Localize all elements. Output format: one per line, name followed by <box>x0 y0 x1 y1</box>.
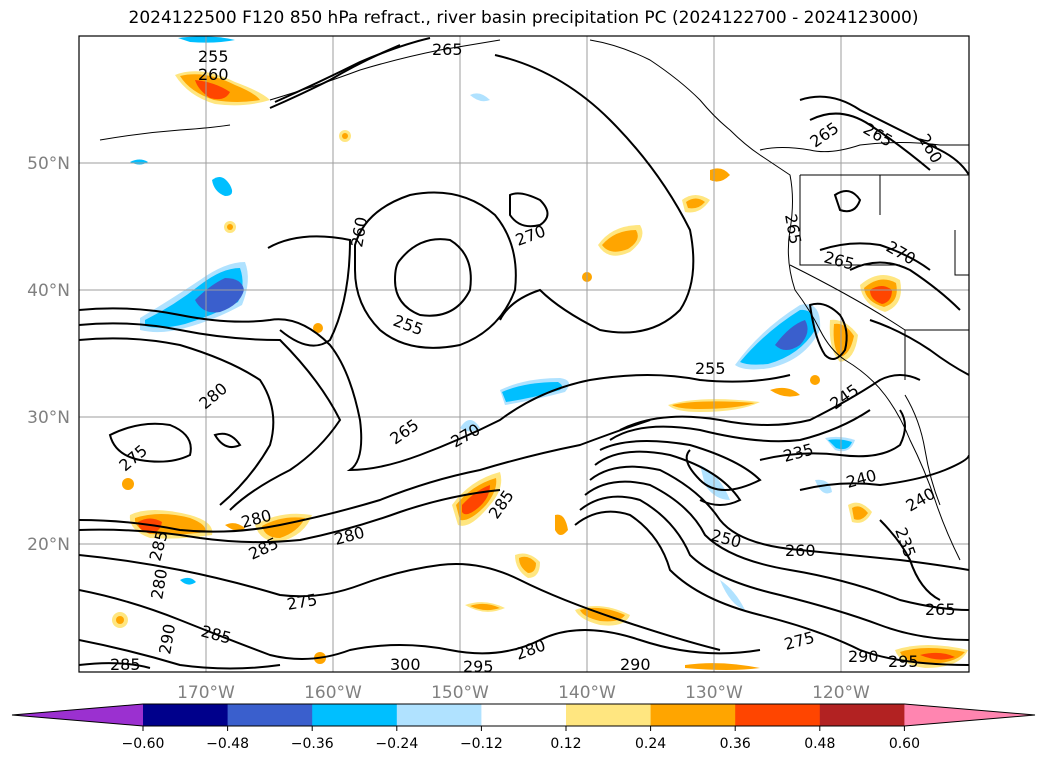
refractivity-contours <box>79 37 969 670</box>
contour-label: 255 <box>695 359 726 378</box>
contour-label: 260 <box>198 65 229 84</box>
colorbar-tick-label: 0.36 <box>720 736 751 752</box>
lon-label: 120°W <box>812 683 870 703</box>
colorbar-tick-label: 0.12 <box>550 736 581 752</box>
contour-label: 265 <box>925 600 956 619</box>
map-area: 255 260 265 265 265 260 270 260 270 255 … <box>79 36 969 676</box>
colorbar-tick-label: −0.24 <box>375 736 418 752</box>
lat-axis: 50°N 40°N 30°N 20°N <box>27 154 70 555</box>
contour-label: 300 <box>390 655 421 674</box>
lon-label: 160°W <box>304 683 362 703</box>
colorbar-tick-label: −0.36 <box>291 736 334 752</box>
colorbar-tick-label: 0.48 <box>804 736 835 752</box>
colorbar-segment <box>12 704 143 726</box>
colorbar-segment <box>819 704 905 726</box>
contour-label: 290 <box>620 655 651 674</box>
contour-label: 295 <box>463 657 494 676</box>
colorbar: −0.60 −0.48 −0.36 −0.24 −0.12 0.12 0.24 0.36 0.4… <box>11 703 1036 752</box>
graticule <box>79 36 969 672</box>
contour-label: 285 <box>110 655 141 674</box>
coastlines <box>99 39 969 561</box>
colorbar-segment <box>566 704 652 726</box>
lon-label: 130°W <box>685 683 743 703</box>
lon-label: 140°W <box>558 683 616 703</box>
contour-label: 295 <box>888 652 919 671</box>
map-title: 2024122500 F120 850 hPa refract., river … <box>128 8 919 28</box>
colorbar-tick-label: 0.24 <box>635 736 666 752</box>
lat-label: 50°N <box>27 154 70 174</box>
lon-label: 150°W <box>431 683 489 703</box>
colorbar-tick-label: 0.60 <box>889 736 920 752</box>
colorbar-tick-label: −0.48 <box>206 736 249 752</box>
colorbar-segment <box>312 704 398 726</box>
contour-label: 290 <box>848 647 879 666</box>
colorbar-segment <box>650 704 736 726</box>
colorbar-tick-label: −0.60 <box>122 736 165 752</box>
colorbar-segment <box>396 704 482 726</box>
map-frame <box>78 35 970 673</box>
contour-label: 260 <box>785 541 816 560</box>
colorbar-tick-label: −0.12 <box>460 736 503 752</box>
colorbar-segment <box>735 704 821 726</box>
lat-label: 40°N <box>27 281 70 301</box>
contour-label: 265 <box>432 40 463 59</box>
colorbar-segment <box>904 704 1035 726</box>
lat-label: 20°N <box>27 535 70 555</box>
colorbar-segment <box>227 704 313 726</box>
lon-label: 170°W <box>177 683 235 703</box>
lon-axis: 170°W 160°W 150°W 140°W 130°W 120°W <box>177 683 870 703</box>
lat-label: 30°N <box>27 408 70 428</box>
colorbar-segment <box>143 704 229 726</box>
colorbar-segment <box>481 704 567 726</box>
contour-label: 255 <box>198 47 229 66</box>
